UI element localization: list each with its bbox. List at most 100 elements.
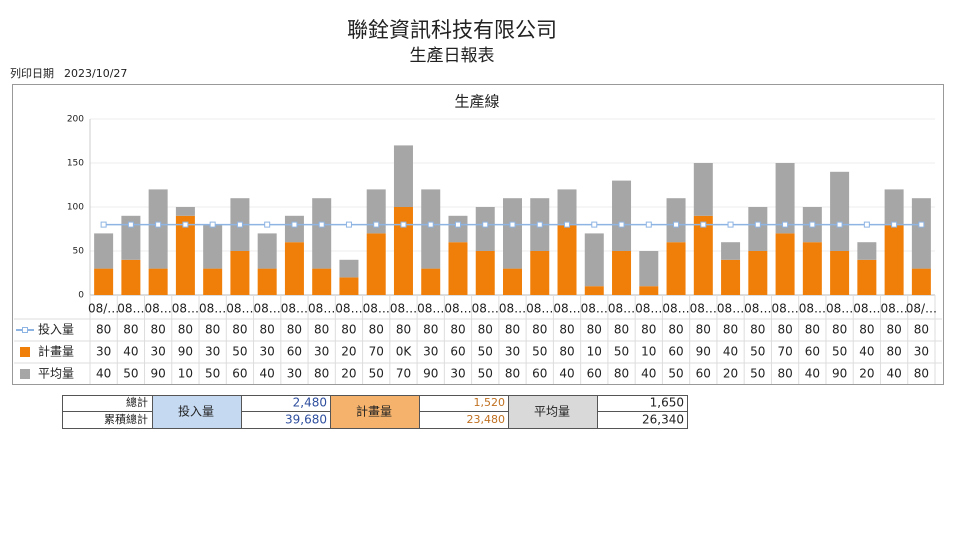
x-tick-label: 08… [581,302,608,316]
bar [911,198,931,269]
legend-label: 計畫量 [38,344,74,359]
line-marker [482,221,489,228]
header-cell [152,395,241,428]
line-marker [727,221,734,228]
table-value: 50 [478,367,493,381]
bar [203,224,223,269]
x-tick-label: 08… [799,302,826,316]
table-value: 80 [777,367,792,381]
table-value: 90 [696,345,711,359]
bar [421,268,441,295]
table-value: 20 [341,367,356,381]
table-value: 50 [478,345,493,359]
table-value: 80 [614,367,629,381]
chart-title: 生產線 [454,93,499,111]
bar [748,251,768,295]
line-marker [809,221,816,228]
bar [639,251,659,287]
line-marker [891,221,898,228]
x-tick-label: 08… [771,302,798,316]
summary-value: 23,480 [467,413,506,426]
table-value: 80 [505,323,520,337]
table-value: 70 [369,345,384,359]
header-cell [330,395,419,428]
bar [721,242,741,260]
line-marker [754,221,761,228]
bar [257,268,277,295]
table-value: 90 [178,345,193,359]
x-tick-label: 08… [608,302,635,316]
table-value: 40 [723,345,738,359]
line-marker [236,221,243,228]
line-marker [182,221,189,228]
bar [612,251,632,295]
table-value: 40 [859,345,874,359]
y-tick-label: 0 [78,291,84,301]
table-value: 50 [750,367,765,381]
company-title: 聯銓資訊科技有限公司 [347,18,557,42]
table-value: 30 [151,345,166,359]
bar [393,145,413,207]
table-value: 80 [668,323,683,337]
legend-swatch [20,347,30,357]
bar [230,251,250,295]
bar [612,180,632,251]
x-tick-label: 08… [226,302,253,316]
bar [475,251,495,295]
bar [421,189,441,269]
table-value: 80 [886,345,901,359]
bar [584,233,604,287]
line-marker [700,221,707,228]
bar [148,189,168,269]
report-title: 生產日報表 [410,46,495,66]
row-label: 總計 [126,395,148,409]
table-value: 80 [859,323,874,337]
table-value: 80 [750,323,765,337]
table-value: 80 [450,323,465,337]
line-marker [673,221,680,228]
bar [830,171,850,251]
bar [911,268,931,295]
bar [584,286,604,295]
summary-value: 1,520 [474,396,506,409]
bar [366,233,386,295]
bar [557,189,577,225]
line-marker [536,221,543,228]
bar [148,268,168,295]
x-tick-label: 08… [853,302,880,316]
table-value: 80 [696,323,711,337]
table-value: 60 [450,345,465,359]
table-value: 80 [205,323,220,337]
table-value: 70 [396,367,411,381]
table-value: 50 [750,345,765,359]
bar [448,242,468,295]
table-value: 10 [587,345,602,359]
table-value: 60 [532,367,547,381]
table-value: 80 [123,323,138,337]
line-marker [454,221,461,228]
bar [830,251,850,295]
table-value: 40 [886,367,901,381]
x-tick-label: 08… [744,302,771,316]
bar [94,233,114,269]
row-label: 累積總計 [104,412,148,426]
x-tick-label: 08… [363,302,390,316]
table-value: 20 [859,367,874,381]
table-value: 80 [914,323,929,337]
bar [530,251,550,295]
x-tick-label: 08… [199,302,226,316]
bar [257,233,277,269]
x-tick-label: 08… [308,302,335,316]
table-value: 50 [668,367,683,381]
table-value: 80 [478,323,493,337]
table-value: 80 [559,323,574,337]
table-value: 80 [805,323,820,337]
table-value: 80 [832,323,847,337]
header-cell [508,395,597,428]
line-marker [564,221,571,228]
table-value: 40 [260,367,275,381]
table-value: 50 [614,345,629,359]
bar [693,163,713,216]
x-tick-label: 08… [335,302,362,316]
